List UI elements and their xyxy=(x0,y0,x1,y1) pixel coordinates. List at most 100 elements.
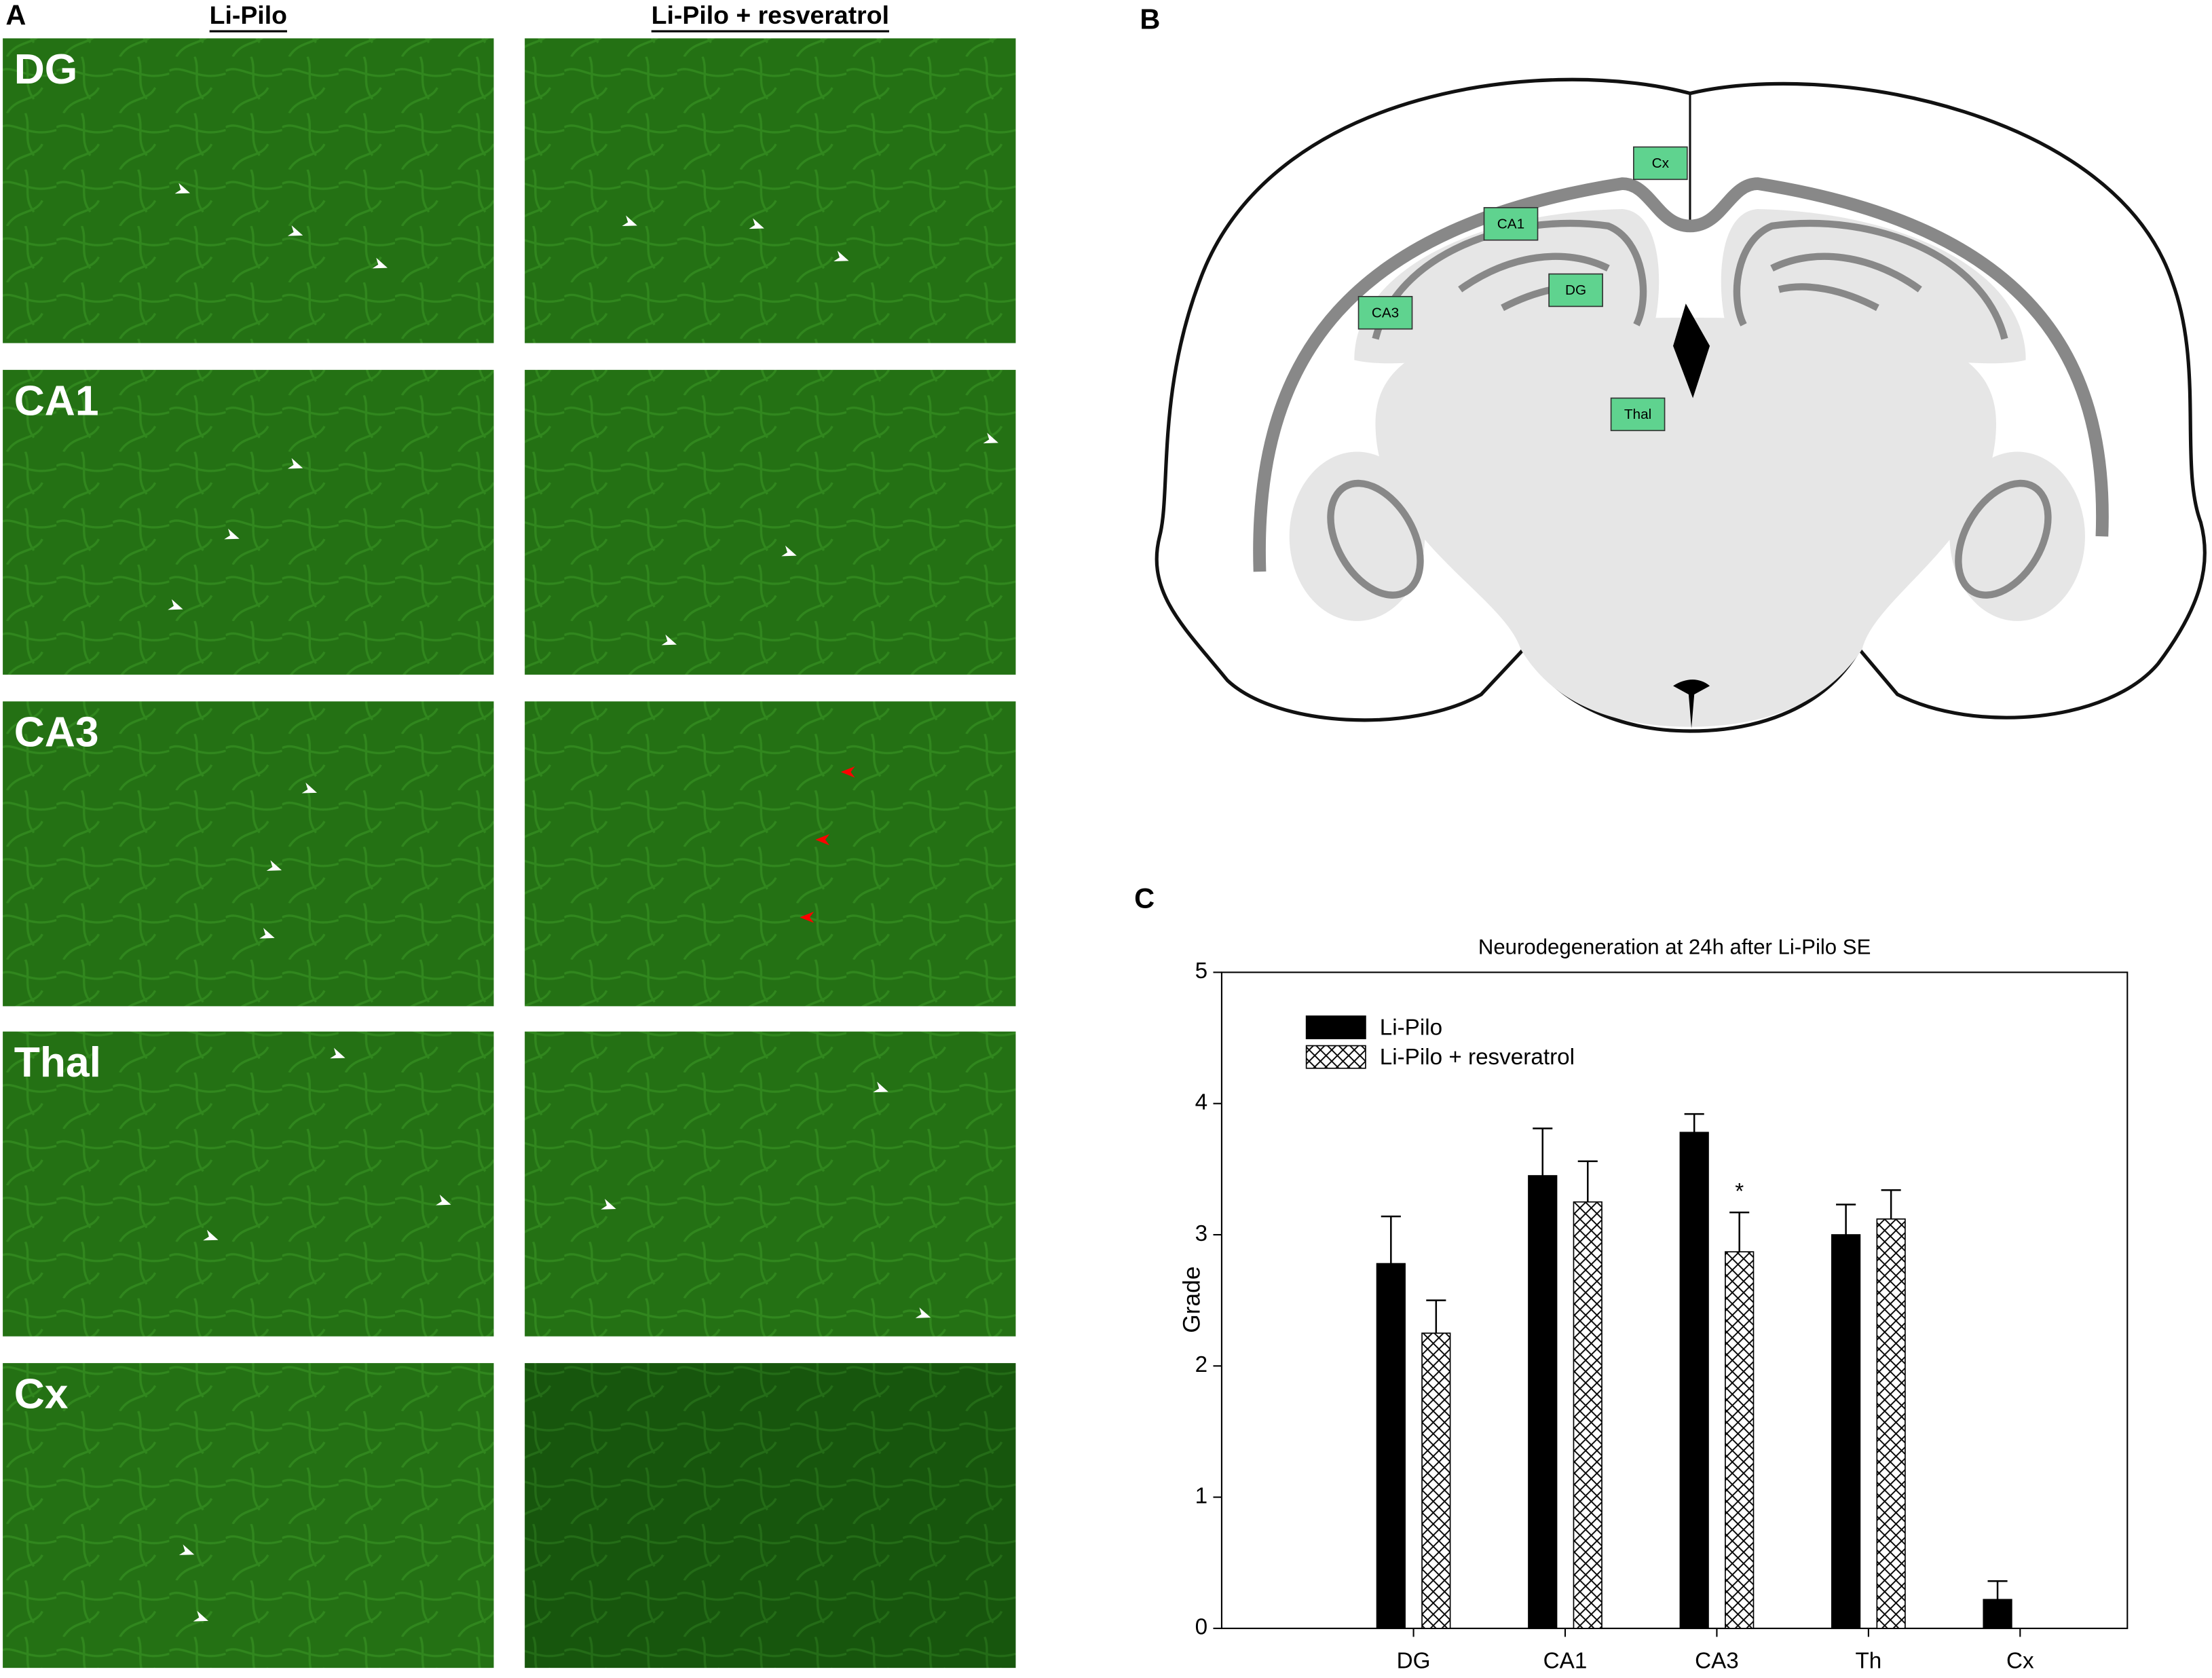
panel-label: A xyxy=(5,0,26,31)
error-bar xyxy=(1684,1113,1704,1133)
error-bar xyxy=(1381,1215,1401,1264)
micrograph xyxy=(525,369,1016,675)
arrow xyxy=(259,928,275,939)
micrograph xyxy=(525,38,1016,343)
arrow xyxy=(622,215,637,227)
micrograph-shade xyxy=(525,1363,1016,1668)
arrow xyxy=(203,1229,219,1241)
error-bar xyxy=(1426,1299,1446,1333)
micrograph xyxy=(3,38,494,343)
arrow xyxy=(661,634,677,646)
region-box xyxy=(1357,296,1413,330)
region-label: Cx xyxy=(1652,155,1670,171)
micrograph-shade xyxy=(3,369,494,675)
row-label: Thal xyxy=(14,1039,101,1086)
arrow xyxy=(193,1610,208,1622)
arrow xyxy=(873,1081,888,1093)
bar xyxy=(1725,1251,1755,1629)
arrow xyxy=(983,432,998,444)
bar xyxy=(1876,1218,1906,1629)
y-axis-label: Grade xyxy=(1179,1267,1205,1333)
y-tick-label: 2 xyxy=(1195,1352,1208,1377)
micrograph-shade xyxy=(3,38,494,343)
arrow xyxy=(840,766,855,778)
panel-label: B xyxy=(1140,3,1160,35)
region-label: Thal xyxy=(1624,407,1651,422)
error-bar xyxy=(1729,1211,1750,1252)
arrow xyxy=(174,183,190,194)
micrograph xyxy=(525,1363,1016,1668)
micrograph xyxy=(525,701,1016,1007)
micrograph xyxy=(3,1363,494,1668)
x-tick-label: CA1 xyxy=(1543,1649,1588,1674)
micrograph-shade xyxy=(525,38,1016,343)
micrograph-shade xyxy=(525,1031,1016,1337)
arrow xyxy=(781,545,797,557)
row-label: CA1 xyxy=(14,377,99,424)
arrow xyxy=(436,1194,451,1206)
bar xyxy=(1679,1132,1709,1629)
annotation: * xyxy=(1735,1179,1744,1204)
micrograph-shade xyxy=(3,701,494,1007)
micrograph xyxy=(3,1031,494,1337)
error-bar xyxy=(1577,1160,1598,1202)
error-bar xyxy=(1836,1204,1856,1235)
region-label: DG xyxy=(1565,282,1586,298)
column-heading: Li-Pilo xyxy=(210,1,287,29)
panel-label: C xyxy=(1134,882,1155,914)
arrow xyxy=(287,458,303,469)
micrograph xyxy=(3,369,494,675)
arrow xyxy=(330,1047,345,1059)
bar xyxy=(1376,1263,1406,1629)
arrow xyxy=(601,1199,616,1210)
micrograph-shade xyxy=(525,701,1016,1007)
bar xyxy=(1831,1234,1861,1629)
arrow xyxy=(749,218,764,229)
plot-frame xyxy=(1220,971,2129,1629)
error-bar xyxy=(1987,1580,2008,1600)
brain-diagram xyxy=(1155,77,2207,733)
error-bar xyxy=(1881,1189,1901,1219)
micrograph-shade xyxy=(3,1031,494,1337)
micrograph-shade xyxy=(3,1363,494,1668)
error-bar xyxy=(1533,1127,1553,1176)
legend-label: Li-Pilo + resveratrol xyxy=(1380,1045,1575,1070)
arrow xyxy=(800,912,814,923)
region-label: CA1 xyxy=(1497,216,1524,231)
arrow xyxy=(815,834,830,846)
y-tick-label: 0 xyxy=(1195,1615,1208,1640)
region-box xyxy=(1548,273,1603,307)
x-tick-label: Th xyxy=(1855,1649,1881,1674)
y-tick-label: 5 xyxy=(1195,958,1208,984)
micrograph xyxy=(525,1031,1016,1337)
micrograph xyxy=(3,701,494,1007)
row-label: CA3 xyxy=(14,709,99,756)
chart-title: Neurodegeneration at 24h after Li-Pilo S… xyxy=(1478,935,1871,958)
y-tick-label: 1 xyxy=(1195,1483,1208,1508)
x-tick-label: CA3 xyxy=(1695,1649,1739,1674)
column-heading: Li-Pilo + resveratrol xyxy=(652,1,889,29)
legend-swatch xyxy=(1305,1015,1366,1039)
region-box xyxy=(1483,207,1539,241)
legend-swatch xyxy=(1305,1045,1366,1069)
y-tick-label: 4 xyxy=(1195,1089,1208,1115)
arrow xyxy=(301,782,318,794)
region-box xyxy=(1633,146,1688,181)
x-tick-label: DG xyxy=(1397,1649,1431,1674)
micrograph-shade xyxy=(525,369,1016,675)
legend-label: Li-Pilo xyxy=(1380,1015,1442,1040)
bar xyxy=(1573,1201,1602,1629)
bar xyxy=(1421,1332,1451,1629)
bar xyxy=(1528,1175,1558,1629)
arrow xyxy=(224,528,240,540)
bar xyxy=(1983,1599,2012,1629)
arrow xyxy=(833,250,849,261)
region-label: CA3 xyxy=(1372,305,1399,320)
arrow xyxy=(179,1544,195,1555)
x-tick-label: Cx xyxy=(2006,1649,2034,1674)
arrow xyxy=(915,1307,931,1318)
y-tick-label: 3 xyxy=(1195,1221,1208,1246)
row-label: DG xyxy=(14,46,78,93)
